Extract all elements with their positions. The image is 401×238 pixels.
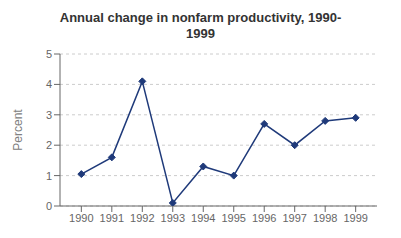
- svg-text:1997: 1997: [282, 212, 306, 224]
- svg-text:3: 3: [46, 109, 52, 121]
- svg-text:Percent: Percent: [11, 109, 25, 151]
- svg-text:1999: 1999: [343, 212, 367, 224]
- svg-text:0: 0: [46, 200, 52, 212]
- svg-text:1995: 1995: [221, 212, 245, 224]
- svg-text:1: 1: [46, 170, 52, 182]
- html-text:Annual change in nonfarm produ: Annual change in nonfarm productivity, 1…: [59, 10, 342, 25]
- svg-text:1996: 1996: [252, 212, 276, 224]
- svg-text:1991: 1991: [100, 212, 124, 224]
- svg-text:1993: 1993: [161, 212, 185, 224]
- svg-text:4: 4: [46, 78, 52, 90]
- svg-text:5: 5: [46, 48, 52, 60]
- svg-text:1990: 1990: [69, 212, 93, 224]
- html-text:1999: 1999: [186, 26, 215, 41]
- svg-text:1998: 1998: [313, 212, 337, 224]
- svg-text:1992: 1992: [130, 212, 154, 224]
- svg-text:1994: 1994: [191, 212, 215, 224]
- svg-text:2: 2: [46, 139, 52, 151]
